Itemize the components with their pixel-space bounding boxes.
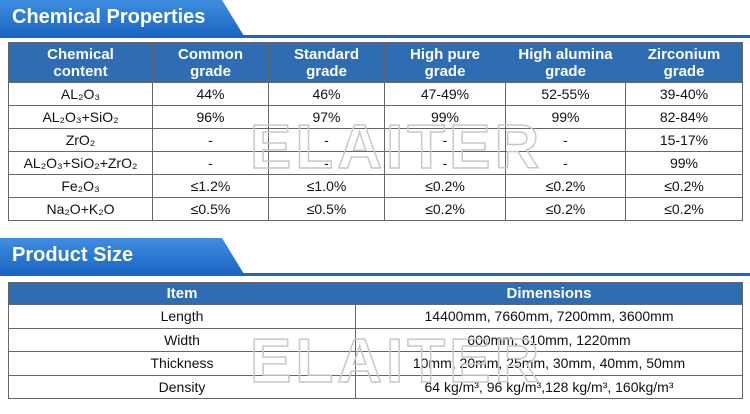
table-cell: ≤0.5% <box>152 197 269 221</box>
table-cell: ≤0.2% <box>625 174 743 198</box>
table-cell: 44% <box>152 82 269 106</box>
header-cell: Zirconium grade <box>625 42 743 83</box>
header-cell: Chemical content <box>8 42 153 83</box>
table-cell: Width <box>8 327 356 352</box>
table-cell: 14400mm, 7660mm, 7200mm, 3600mm <box>355 304 743 329</box>
table-cell: AL₂O₃ <box>8 82 153 106</box>
table-row: Length 14400mm, 7660mm, 7200mm, 3600mm <box>8 304 743 329</box>
table-cell: - <box>384 128 506 152</box>
table-row: Thickness 10mm, 20mm, 25mm, 30mm, 40mm, 5… <box>8 351 743 376</box>
table-row: AL₂O₃ 44% 46% 47-49% 52-55% 39-40% <box>8 82 743 106</box>
table-cell: - <box>268 128 385 152</box>
table-cell: Density <box>8 374 356 399</box>
table-cell: ≤0.2% <box>625 197 743 221</box>
header-row: Chemical content Common grade Standard gra… <box>8 42 743 83</box>
table-cell: ≤0.2% <box>384 197 506 221</box>
table-cell: - <box>268 151 385 175</box>
table-cell: Thickness <box>8 351 356 376</box>
table-cell: ≤1.2% <box>152 174 269 198</box>
table-cell: ≤0.2% <box>505 197 626 221</box>
header-cell: Common grade <box>152 42 269 83</box>
section-title: Product Size <box>12 244 134 266</box>
table-cell: 15-17% <box>625 128 743 152</box>
table-cell: ≤1.0% <box>268 174 385 198</box>
section-banner: Product Size <box>0 238 750 276</box>
table-cell: ZrO₂ <box>8 128 153 152</box>
header-cell: High alumina grade <box>505 42 626 83</box>
data-table: Item Dimensions Length 14400mm, 7660mm, 720… <box>8 282 743 399</box>
table-row: Na₂O+K₂O ≤0.5% ≤0.5% ≤0.2% ≤0.2% ≤0.2% <box>8 197 743 221</box>
table-cell: 47-49% <box>384 82 506 106</box>
table-row: AL₂O₃+SiO₂ 96% 97% 99% 99% 82-84% <box>8 105 743 129</box>
section: Product Size Item Dimensions Length 14400mm,… <box>0 238 750 414</box>
table-cell: ≤0.2% <box>505 174 626 198</box>
table-cell: - <box>505 128 626 152</box>
header-cell: Dimensions <box>355 282 743 305</box>
table-cell: AL₂O₃+SiO₂+ZrO₂ <box>8 151 153 175</box>
table-cell: 99% <box>505 105 626 129</box>
table-cell: ≤0.5% <box>268 197 385 221</box>
table-row: AL₂O₃+SiO₂+ZrO₂ - - - -99% <box>8 151 743 175</box>
table-cell: Fe₂O₃ <box>8 174 153 198</box>
section-title: Chemical Properties <box>12 6 206 28</box>
table-row: ZrO₂ - - - -15-17% <box>8 128 743 152</box>
table-row: Width 600mm, 610mm, 1220mm <box>8 327 743 352</box>
table-cell: ≤0.2% <box>384 174 506 198</box>
table-cell: - <box>152 128 269 152</box>
table-cell: 99% <box>625 151 743 175</box>
table-cell: Na₂O+K₂O <box>8 197 153 221</box>
table-row: Density 64 kg/m³, 96 kg/m³,128 kg/m³, 160… <box>8 374 743 399</box>
table-cell: 600mm, 610mm, 1220mm <box>355 327 743 352</box>
header-cell: Standard grade <box>268 42 385 83</box>
header-row: Item Dimensions <box>8 282 743 305</box>
header-cell: Item <box>8 282 356 305</box>
banner-shape <box>0 238 750 276</box>
table-cell: 64 kg/m³, 96 kg/m³,128 kg/m³, 160kg/m³ <box>355 374 743 399</box>
table-cell: 82-84% <box>625 105 743 129</box>
table-cell: - <box>384 151 506 175</box>
data-table: Chemical content Common grade Standard gra… <box>8 42 743 221</box>
table-cell: 39-40% <box>625 82 743 106</box>
section: Chemical Properties Chemical content Commo… <box>0 0 750 221</box>
table-cell: - <box>505 151 626 175</box>
table-row: Fe₂O₃ ≤1.2% ≤1.0% ≤0.2% ≤0.2% ≤0.2% <box>8 174 743 198</box>
table-cell: Length <box>8 304 356 329</box>
section-banner: Chemical Properties <box>0 0 750 38</box>
table-cell: AL₂O₃+SiO₂ <box>8 105 153 129</box>
table-cell: 97% <box>268 105 385 129</box>
table-cell: - <box>152 151 269 175</box>
table-cell: 46% <box>268 82 385 106</box>
table-cell: 99% <box>384 105 506 129</box>
banner-shape <box>0 0 750 38</box>
table-cell: 96% <box>152 105 269 129</box>
table-cell: 10mm, 20mm, 25mm, 30mm, 40mm, 50mm <box>355 351 743 376</box>
header-cell: High pure grade <box>384 42 506 83</box>
table-cell: 52-55% <box>505 82 626 106</box>
